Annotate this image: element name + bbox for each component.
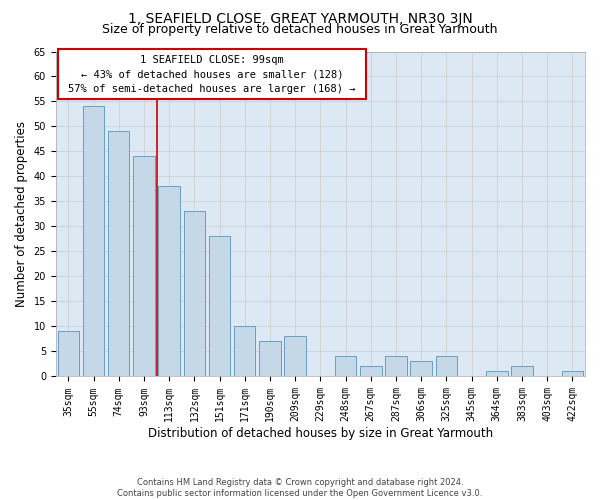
Bar [562, 372, 583, 376]
Bar [184, 212, 205, 376]
Bar [158, 186, 180, 376]
Bar [83, 106, 104, 376]
Bar [259, 342, 281, 376]
Bar [133, 156, 155, 376]
Bar [58, 332, 79, 376]
Text: Contains HM Land Registry data © Crown copyright and database right 2024.
Contai: Contains HM Land Registry data © Crown c… [118, 478, 482, 498]
Bar [284, 336, 306, 376]
Text: ← 43% of detached houses are smaller (128): ← 43% of detached houses are smaller (12… [81, 70, 343, 80]
Bar [486, 372, 508, 376]
Bar [108, 132, 130, 376]
Bar [436, 356, 457, 376]
Text: 57% of semi-detached houses are larger (168) →: 57% of semi-detached houses are larger (… [68, 84, 356, 94]
Bar [385, 356, 407, 376]
Bar [360, 366, 382, 376]
Y-axis label: Number of detached properties: Number of detached properties [15, 121, 28, 307]
X-axis label: Distribution of detached houses by size in Great Yarmouth: Distribution of detached houses by size … [148, 427, 493, 440]
Bar [335, 356, 356, 376]
Bar [410, 362, 432, 376]
Text: Size of property relative to detached houses in Great Yarmouth: Size of property relative to detached ho… [102, 22, 498, 36]
Text: 1, SEAFIELD CLOSE, GREAT YARMOUTH, NR30 3JN: 1, SEAFIELD CLOSE, GREAT YARMOUTH, NR30 … [128, 12, 472, 26]
Bar [234, 326, 256, 376]
Text: 1 SEAFIELD CLOSE: 99sqm: 1 SEAFIELD CLOSE: 99sqm [140, 55, 284, 65]
Bar [209, 236, 230, 376]
Bar [58, 49, 366, 99]
Bar [511, 366, 533, 376]
